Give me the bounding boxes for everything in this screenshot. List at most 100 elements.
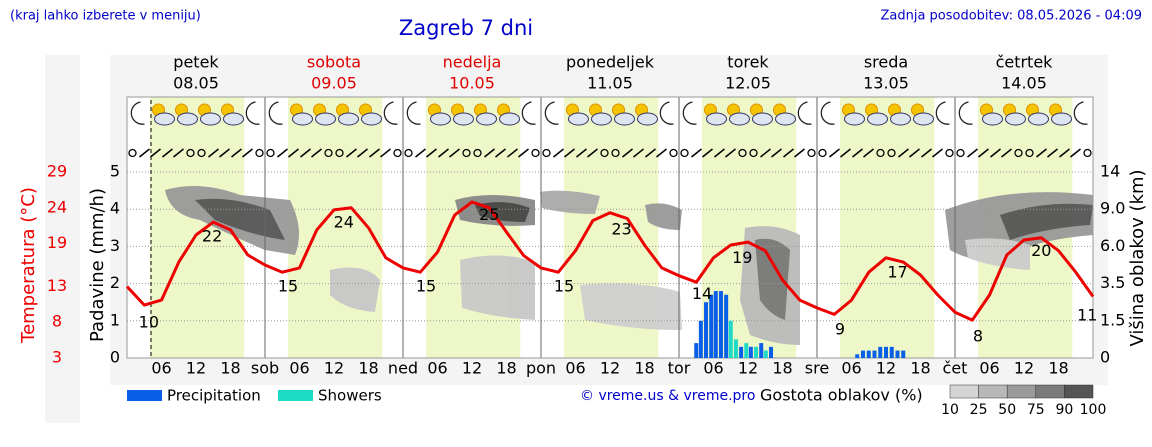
cloud-legend-title: Gostota oblakov (%): [760, 386, 923, 405]
temp-label: 9: [835, 320, 845, 339]
calm-circle: [1014, 148, 1023, 158]
cloud-icon: [614, 112, 635, 126]
x-tick-label: 12: [186, 359, 206, 378]
wind-barb: [645, 148, 656, 158]
cloud-icon: [706, 112, 727, 126]
x-tick-label: 12: [324, 359, 344, 378]
day-date: 09.05: [311, 74, 357, 93]
moon-icon: [659, 101, 674, 125]
cloud-legend-box: [949, 384, 979, 399]
precip-bar: [739, 346, 744, 358]
precip-bar: [728, 320, 733, 358]
precip-bar: [724, 294, 729, 358]
day-name: nedelja: [443, 53, 502, 72]
x-tick-label: 06: [151, 359, 171, 378]
cloud-icon: [200, 112, 221, 126]
cloud-legend-box: [1006, 384, 1037, 399]
wind-barb: [898, 148, 909, 158]
wind-barb: [357, 148, 368, 158]
temp-tick-label: 3: [52, 348, 62, 367]
precip-bar: [709, 294, 714, 358]
wind-barb: [967, 148, 978, 158]
calm-circle: [531, 148, 540, 158]
calm-circle: [404, 148, 413, 158]
wind-barb: [150, 148, 161, 158]
legend-swatch: [127, 390, 162, 401]
wind-barb: [426, 148, 437, 158]
y2-tick-label: 0: [1100, 348, 1110, 367]
precip-bar: [884, 346, 888, 358]
cloud-legend-tick: 10: [941, 402, 959, 418]
temp-label: 15: [278, 277, 298, 296]
wind-barb: [507, 148, 518, 158]
cloud-legend-tick: 75: [1027, 402, 1045, 418]
cloud-icon: [499, 112, 520, 126]
cloud-icon: [637, 112, 658, 126]
daylight: [840, 97, 935, 358]
x-tick-label: 12: [876, 359, 896, 378]
x-tick-label: sob: [251, 359, 279, 378]
precip-bar: [872, 350, 877, 358]
y-axis-title: Padavine (mm/h): [87, 188, 108, 342]
calm-circle: [807, 148, 816, 158]
wind-barb: [932, 148, 943, 158]
y2-tick-label: 6.0: [1100, 236, 1125, 255]
precip-bar: [704, 302, 709, 358]
cloud-icon: [476, 112, 497, 126]
precip-bar: [855, 354, 860, 358]
x-tick-label: 06: [289, 359, 309, 378]
wind-barb: [656, 148, 667, 158]
x-tick-label: 12: [738, 359, 758, 378]
temp-label: 17: [887, 262, 907, 281]
x-tick-label: pon: [526, 359, 556, 378]
cloud-icon: [430, 112, 451, 126]
credit: © vreme.us & vreme.pro: [580, 388, 755, 404]
cloud-icon: [453, 112, 474, 126]
calm-circle: [473, 148, 482, 158]
wind-barb: [311, 148, 322, 158]
cloud-legend-box: [978, 384, 1008, 399]
y2-tick-label: 1.5: [1100, 310, 1125, 329]
calm-circle: [1083, 148, 1092, 158]
x-tick-label: 06: [703, 359, 723, 378]
wind-barb: [794, 148, 805, 158]
x-tick-label: 12: [462, 359, 482, 378]
cloud-icon: [223, 112, 244, 126]
x-tick-label: 12: [600, 359, 620, 378]
wind-barb: [1036, 148, 1047, 158]
wind-barb: [139, 148, 150, 158]
wind-barb: [1001, 148, 1012, 158]
calm-circle: [255, 148, 264, 158]
x-tick-label: 06: [565, 359, 585, 378]
calm-circle: [128, 148, 137, 158]
cloud-icon: [315, 112, 336, 126]
x-tick-label: 18: [772, 359, 792, 378]
wind-barb: [208, 148, 219, 158]
cloud-icon: [338, 112, 359, 126]
day-dividers: [126, 96, 1094, 359]
calm-circle: [887, 148, 896, 158]
cloud-legend-tick: 25: [970, 402, 988, 418]
cloud-icon: [154, 112, 175, 126]
wind-barb: [495, 148, 506, 158]
wind-barb: [1047, 148, 1058, 158]
precip-bar: [748, 346, 753, 358]
cloud-density: [165, 186, 1093, 345]
x-tick-label: 06: [979, 359, 999, 378]
precip-bar: [895, 350, 900, 358]
moon-icon: [406, 101, 421, 125]
cloud-icon: [752, 112, 773, 126]
calm-circle: [611, 148, 620, 158]
cloud-icon: [1005, 112, 1026, 126]
day-date: 10.05: [449, 74, 495, 93]
temperature-line: [125, 200, 1095, 322]
cloud-icon: [913, 112, 934, 126]
wind-barb: [484, 148, 495, 158]
wind-barb: [714, 148, 725, 158]
temp-tick-label: 13: [47, 276, 67, 295]
cloud-icon: [844, 112, 865, 126]
day-name: sobota: [307, 53, 361, 72]
x-tick-label: 18: [634, 359, 654, 378]
wind-barb: [852, 148, 863, 158]
y-tick-label: 3: [110, 236, 120, 255]
